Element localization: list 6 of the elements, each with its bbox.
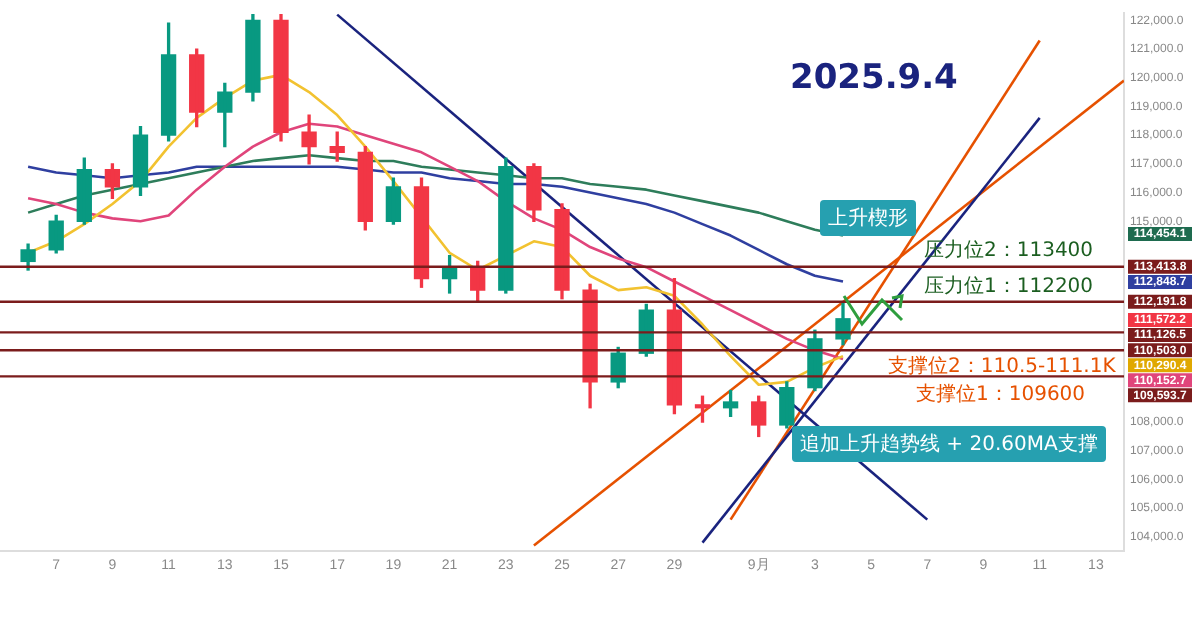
annotation: 追加上升趋势线 + 20.60MA支撑 xyxy=(792,426,1106,462)
annotation: 上升楔形 xyxy=(820,200,916,236)
annotation: 压力位1：112200 xyxy=(924,276,1094,298)
text: 2025.9.4 xyxy=(790,58,958,98)
annotation: 支撑位1：109600 xyxy=(916,384,1086,406)
annotation: 支撑位2：110.5-111.1K xyxy=(888,356,1116,378)
